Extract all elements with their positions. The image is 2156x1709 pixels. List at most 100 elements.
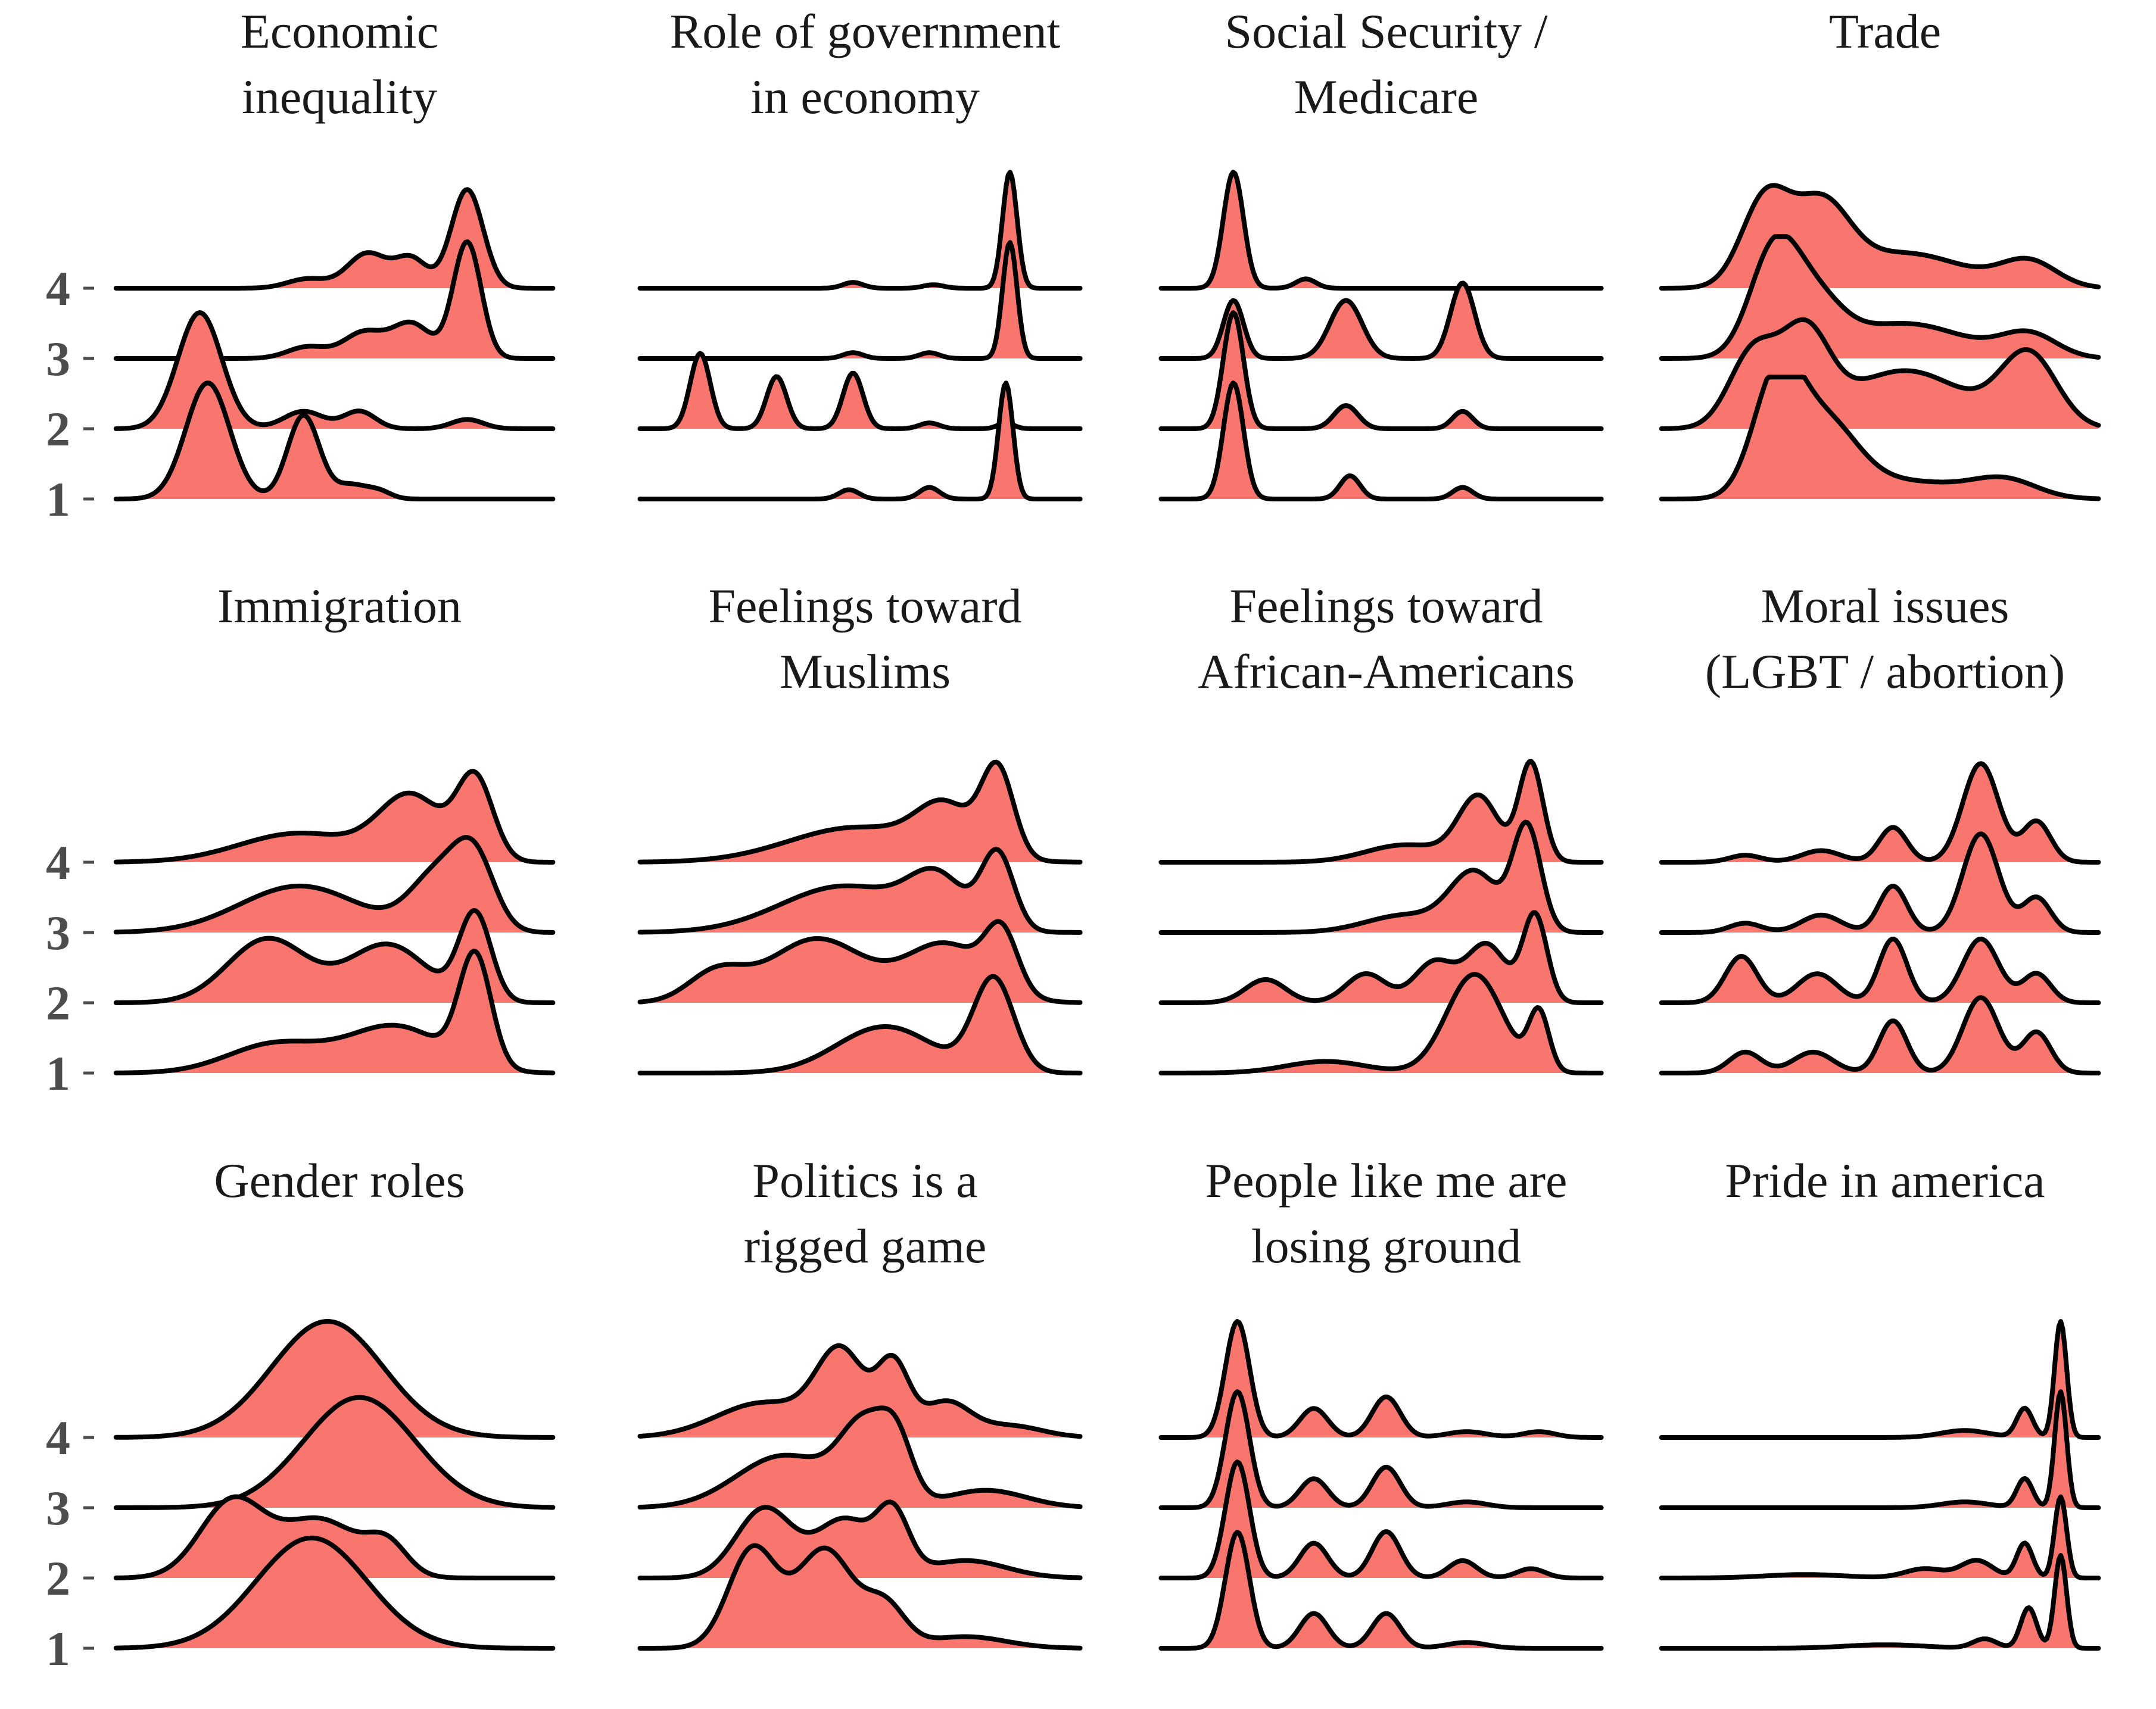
ridge-line-3 <box>113 1395 556 1510</box>
ridge-area-3 <box>1661 834 2099 933</box>
panel-title: Pride in america <box>1725 1153 2045 1208</box>
ridge-area-1 <box>1661 1555 2099 1648</box>
ridge-line-3 <box>1659 831 2101 935</box>
panel-title: Economic inequality <box>241 4 438 124</box>
panel-title: Feelings toward African-Americans <box>1198 579 1575 698</box>
y-tick-label: 3 <box>46 332 70 386</box>
panel-title: Feelings toward Muslims <box>708 579 1021 698</box>
ridge-line-1 <box>637 381 1083 501</box>
ridge-area-4 <box>1661 763 2099 862</box>
panel-moral-issues-lgbt-abortion: Moral issues (LGBT / abortion) <box>1659 579 2101 1075</box>
ridge-area-2 <box>1161 912 1602 1003</box>
panel-title: Immigration <box>217 579 462 633</box>
ridge-line-3 <box>637 240 1083 361</box>
panel-pride-in-america: Pride in america <box>1659 1153 2101 1651</box>
ridge-area-2 <box>640 921 1080 1003</box>
ridge-line-3 <box>1158 819 1604 935</box>
ridge-area-3 <box>640 849 1080 933</box>
ridge-line-3 <box>637 1405 1083 1510</box>
ridge-line-4 <box>1659 183 2101 291</box>
ridge-line-4 <box>1158 1319 1604 1440</box>
ridge-area-1 <box>640 976 1080 1073</box>
panel-economic-inequality: Economic inequality 1 2 3 4 <box>46 4 556 526</box>
panel-title: Politics is a rigged game <box>744 1153 987 1273</box>
y-tick-label: 4 <box>46 261 70 316</box>
ridge-area-4 <box>1161 1321 1602 1437</box>
ridge-area-2 <box>116 1496 553 1578</box>
ridge-line-1 <box>113 949 556 1075</box>
ridge-line-1 <box>1158 972 1604 1075</box>
panel-feelings-toward-muslims: Feelings toward Muslims <box>637 579 1083 1075</box>
y-tick-label: 3 <box>46 906 70 960</box>
panel-title: Moral issues (LGBT / abortion) <box>1705 579 2065 698</box>
ridge-area-2 <box>116 313 553 429</box>
ridge-line-1 <box>113 1535 556 1651</box>
ridge-line-2 <box>1158 910 1604 1005</box>
y-tick-label: 3 <box>46 1481 70 1535</box>
panel-title-line: Pride in america <box>1725 1153 2045 1208</box>
ridge-area-2 <box>116 910 553 1003</box>
panel-title-line: Role of government <box>670 4 1061 58</box>
panel-title: Social Security / Medicare <box>1225 4 1547 124</box>
ridge-line-2 <box>1158 1459 1604 1580</box>
panel-title-line: Feelings toward <box>1229 579 1543 633</box>
panel-title-line: Politics is a <box>752 1153 977 1208</box>
y-tick-label: 4 <box>46 1411 70 1465</box>
ridge-line-3 <box>637 847 1083 935</box>
ridge-area-3 <box>116 1397 553 1508</box>
ridge-line-4 <box>1158 759 1604 865</box>
ridge-area-1 <box>1161 974 1602 1073</box>
ridge-area-1 <box>1661 997 2099 1073</box>
ridge-line-2 <box>1659 317 2101 431</box>
panel-title-line: People like me are <box>1205 1153 1568 1208</box>
panel-feelings-toward-african-americans: Feelings toward African-Americans <box>1158 579 1604 1075</box>
panel-title-line: Moral issues <box>1761 579 2009 633</box>
ridge-area-1 <box>1161 1532 1602 1648</box>
panel-title-line: in economy <box>750 70 980 124</box>
panel-title-line: (LGBT / abortion) <box>1705 644 2065 698</box>
panel-gender-roles: Gender roles 1 2 3 4 <box>46 1153 556 1676</box>
y-tick-label: 1 <box>46 472 70 526</box>
panel-politics-is-a-rigged-game: Politics is a rigged game <box>637 1153 1083 1651</box>
ridge-line-2 <box>637 1499 1083 1580</box>
ridge-line-3 <box>113 835 556 935</box>
panel-title: People like me are losing ground <box>1205 1153 1568 1273</box>
ridge-line-4 <box>637 759 1083 865</box>
ridge-line-2 <box>113 1494 556 1580</box>
ridge-area-1 <box>116 383 553 499</box>
panel-title-line: Medicare <box>1294 70 1479 124</box>
ridge-area-3 <box>116 837 553 933</box>
ridge-area-3 <box>1661 236 2099 358</box>
y-tick-label: 2 <box>46 976 70 1030</box>
ridge-line-1 <box>1158 381 1604 501</box>
ridge-area-2 <box>1661 938 2099 1003</box>
ridge-area-3 <box>1161 822 1602 933</box>
ridge-line-4 <box>1659 761 2101 865</box>
y-tick-label: 1 <box>46 1046 70 1100</box>
ridge-line-4 <box>1158 170 1604 291</box>
ridge-line-1 <box>1659 995 2101 1075</box>
ridge-line-1 <box>637 1543 1083 1651</box>
panel-title: Trade <box>1829 4 1941 58</box>
ridge-line-2 <box>1659 936 2101 1005</box>
ridge-area-3 <box>116 242 553 358</box>
ridge-area-4 <box>116 189 553 288</box>
ridge-area-2 <box>640 1502 1080 1578</box>
ridge-area-1 <box>1661 377 2099 499</box>
ridge-line-3 <box>1659 1389 2101 1510</box>
ridge-line-4 <box>637 170 1083 291</box>
panel-title-line: African-Americans <box>1198 644 1575 698</box>
ridge-area-1 <box>640 1545 1080 1648</box>
panel-title-line: Social Security / <box>1225 4 1547 58</box>
ridge-line-1 <box>1659 1553 2101 1651</box>
ridge-line-3 <box>1158 280 1604 361</box>
panel-title-line: Gender roles <box>214 1153 465 1208</box>
ridge-line-3 <box>1659 234 2101 361</box>
ridge-line-1 <box>637 974 1083 1075</box>
ridge-area-4 <box>116 1321 553 1437</box>
ridge-line-4 <box>113 769 556 865</box>
panel-title-line: Feelings toward <box>708 579 1021 633</box>
panel-title-line: Immigration <box>217 579 462 633</box>
ridge-line-1 <box>1158 1530 1604 1651</box>
